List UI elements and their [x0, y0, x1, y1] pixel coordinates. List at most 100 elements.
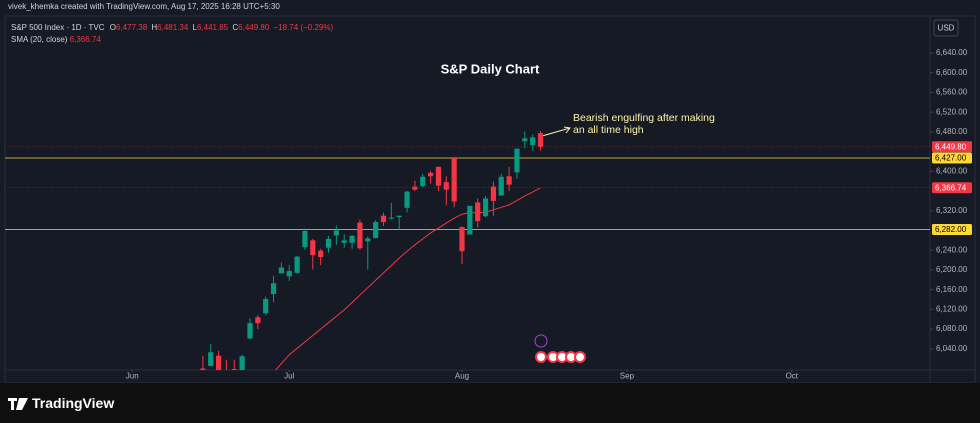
y-tick-label: 6,080.00 [936, 324, 968, 333]
annotation: Bearish engulfing after making [573, 112, 715, 124]
y-tick-label: 6,240.00 [936, 245, 968, 254]
plot [5, 131, 930, 370]
l-key: L [193, 23, 198, 32]
x-tick-label: Oct [786, 372, 799, 381]
event-icons [534, 334, 586, 363]
chart-background [0, 0, 980, 383]
x-tick-label: Aug [455, 372, 469, 381]
x-tick-label: Jul [284, 372, 294, 381]
candle-body [435, 166, 442, 186]
price-badge-label: 6,366.74 [935, 183, 967, 192]
candle-body [239, 356, 245, 370]
candle-body [310, 240, 316, 256]
candle-body [325, 238, 332, 248]
o-value: 6,477.38 [116, 23, 148, 32]
candle-body [396, 215, 402, 218]
y-tick-label: 6,600.00 [936, 68, 968, 77]
candle-body [208, 352, 214, 367]
candle-body [373, 222, 379, 238]
legend-sma: SMA (20, close) 6,366.74 [11, 35, 101, 44]
price-badge [932, 182, 972, 194]
y-tick-label: 6,480.00 [936, 127, 968, 136]
candle-body [404, 191, 410, 208]
price-badge [932, 141, 972, 153]
candle-body [537, 133, 544, 147]
brand-logo [8, 398, 28, 410]
candle-body [388, 217, 394, 219]
footer-bar [0, 383, 980, 423]
credit: vivek_khemka created with TradingView.co… [8, 2, 280, 11]
y-tick-label: 6,520.00 [936, 107, 968, 116]
sma-title: SMA (20, close) [11, 35, 68, 44]
candle-body [200, 368, 206, 370]
candle-body [475, 202, 481, 222]
sma-value: 6,366.74 [70, 35, 102, 44]
c-key: C [232, 23, 238, 32]
candle-body [459, 227, 465, 252]
candle-body [506, 176, 512, 185]
y-tick-label: 6,320.00 [936, 206, 968, 215]
y-tick-label: 6,640.00 [936, 48, 968, 57]
event-icon [534, 334, 548, 348]
candle-body [215, 355, 222, 370]
candle-body [255, 317, 261, 324]
candle-body [451, 158, 457, 202]
candle-body [294, 256, 300, 273]
candle-body [412, 186, 418, 190]
h-key: H [151, 23, 157, 32]
candle-body [443, 182, 449, 190]
annotation: an all time high [573, 124, 644, 136]
y-tick-label: 6,400.00 [936, 166, 968, 175]
candle-body [349, 235, 355, 243]
y-tick-label: 6,560.00 [936, 88, 968, 97]
candle-body [522, 138, 528, 142]
candle-body [490, 186, 497, 201]
candle-body [365, 238, 371, 242]
price-badge-label: 6,427.00 [935, 154, 967, 163]
event-icon [535, 351, 547, 363]
candle-body [286, 270, 292, 277]
currency[interactable]: USD [938, 24, 955, 33]
event-icon [574, 351, 586, 363]
symbol: S&P 500 Index · 1D · TVC [11, 23, 105, 32]
chart-title: S&P Daily Chart [441, 61, 540, 76]
candle-body [467, 205, 473, 235]
o-key: O [110, 23, 116, 32]
h-value: 6,481.34 [157, 23, 189, 32]
candle-body [318, 250, 324, 258]
price-badge [932, 152, 972, 164]
x-tick-label: Jun [126, 372, 139, 381]
y-tick-label: 6,160.00 [936, 285, 968, 294]
candle-body [247, 323, 253, 339]
candle-body [333, 230, 339, 236]
y-tick-label: 6,200.00 [936, 265, 968, 274]
candle-body [420, 176, 426, 187]
candle-body [530, 137, 536, 146]
candle-body [427, 172, 434, 177]
candle-body [270, 283, 277, 295]
candle-body [482, 198, 489, 217]
price-badge-label: 6,449.80 [935, 142, 967, 151]
candle-body [341, 240, 347, 243]
candle-body [263, 299, 269, 314]
candle-body [231, 369, 237, 370]
c-value: 6,449.80 [238, 23, 270, 32]
candle-body [302, 230, 308, 248]
y-tick-label: 6,040.00 [936, 344, 968, 353]
candle-body [357, 222, 363, 249]
brand-name: TradingView [32, 395, 114, 411]
sma-line [275, 187, 541, 370]
legend-ohlc: S&P 500 Index · 1D · TVC O6,477.38 H6,48… [11, 23, 333, 32]
candle-body [514, 148, 520, 173]
l-value: 6,441.85 [197, 23, 229, 32]
currency-button[interactable] [933, 19, 959, 37]
annotation-arrow [541, 126, 571, 137]
candle-body [278, 267, 285, 274]
x-tick-label: Sep [620, 372, 635, 381]
price-badge-label: 6,282.00 [935, 225, 967, 234]
price-badge [932, 224, 972, 236]
change: −18.74 (−0.29%) [274, 23, 334, 32]
candle-body [498, 176, 504, 196]
